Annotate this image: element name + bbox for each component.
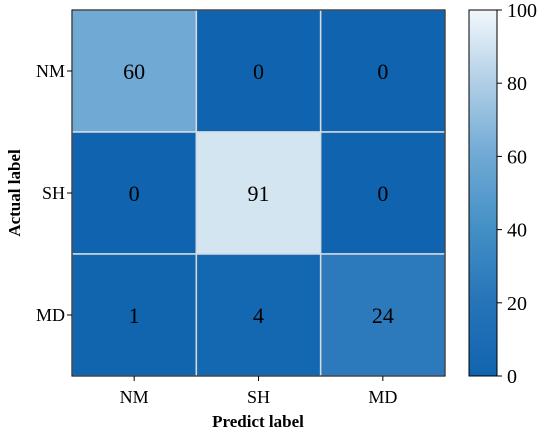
colorbar-tick-label: 40 [507,220,527,242]
heatmap-cells [71,9,446,377]
cell-value-label: 0 [377,59,388,84]
colorbar-tick-label: 100 [507,0,537,22]
cell-value-label: 0 [129,181,140,206]
colorbar-tick-label: 0 [507,366,517,388]
y-tick-label: MD [36,305,65,325]
cell-value-label: 91 [248,181,270,206]
colorbar-gradient [468,9,498,377]
y-axis-title: Actual label [5,149,24,237]
cell-value-label: 60 [123,59,145,84]
heatmap-cell [319,131,446,255]
heatmap-cell [71,131,198,255]
x-axis-title: Predict label [212,412,304,431]
y-tick-label: SH [42,183,65,203]
colorbar: 0 20 40 60 80 100 [468,0,537,388]
x-tick-label: SH [247,387,270,407]
heatmap-cell [71,9,198,133]
cell-value-label: 0 [377,181,388,206]
cell-value-label: 1 [129,303,140,328]
heatmap-cell-labels: 60 0 0 0 91 0 1 4 24 [123,59,394,328]
y-tick-label: NM [36,61,65,81]
heatmap-axes: NM SH MD NM SH MD [36,9,446,407]
colorbar-tick-label: 80 [507,73,527,95]
colorbar-tick-label: 60 [507,146,527,168]
colorbar-tick-label: 20 [507,293,527,315]
cell-value-label: 24 [372,303,394,328]
cell-value-label: 0 [253,59,264,84]
x-tick-label: NM [120,387,149,407]
cell-value-label: 4 [253,303,264,328]
x-tick-label: MD [368,387,397,407]
heatmap-cell [195,9,322,133]
heatmap-cell [195,253,322,377]
heatmap-cell [195,131,322,255]
